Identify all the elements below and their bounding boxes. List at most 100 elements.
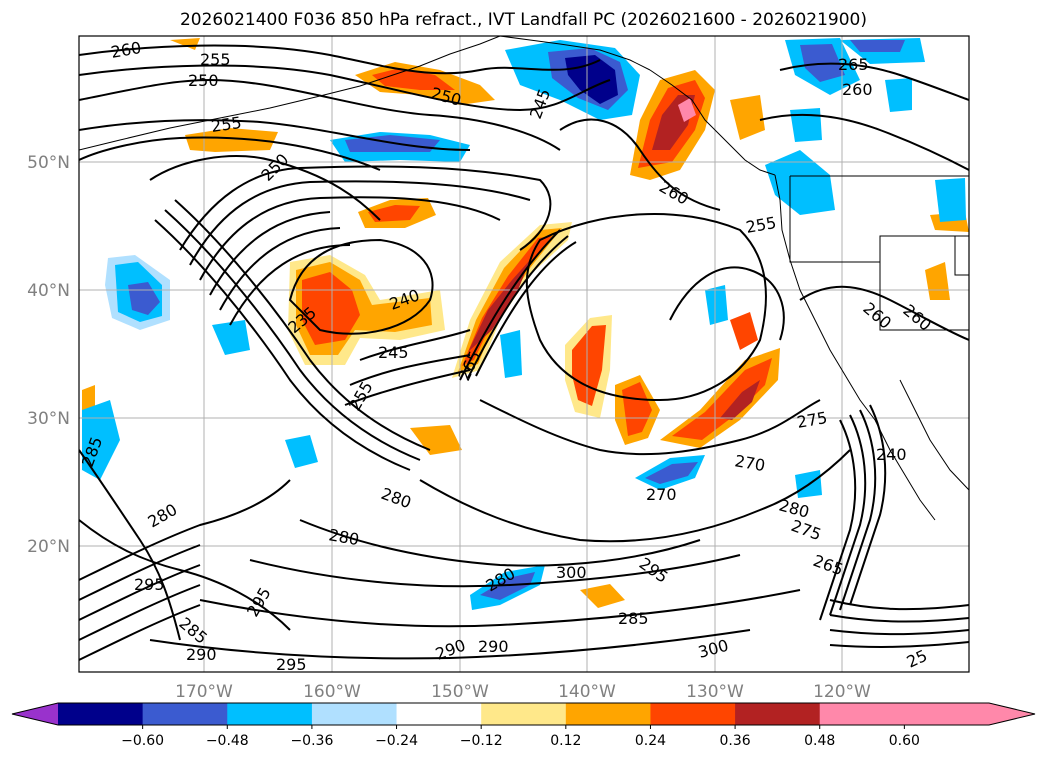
contour-line (467, 235, 569, 379)
positive-east-2-inner (622, 382, 652, 436)
lat-label-20n: 20°N (27, 537, 70, 557)
contour-line (79, 479, 291, 581)
border-state-3 (954, 236, 969, 276)
colorbar-segment (481, 703, 567, 725)
lon-label-170w: 170°W (175, 682, 233, 702)
coastline-alaska-south (499, 36, 651, 71)
lon-label-130w: 130°W (686, 682, 744, 702)
colorbar-segment (311, 703, 398, 725)
contour-line (79, 44, 601, 75)
negative-west-3 (212, 320, 250, 355)
colorbar-tick-label: −0.60 (121, 733, 164, 749)
contour-line (179, 165, 552, 251)
negative-ne-3 (885, 78, 912, 112)
contour-line (209, 211, 331, 296)
contour-label: 255 (200, 50, 231, 69)
contour-label: 250 (188, 71, 219, 90)
contour-label: 245 (378, 343, 409, 362)
contour-line (829, 599, 969, 611)
contour-label: 300 (556, 563, 587, 582)
lat-label-30n: 30°N (27, 409, 70, 429)
coastline-bc (649, 69, 776, 176)
contour-line (79, 584, 201, 641)
positive-plume-center (468, 260, 530, 352)
positive-small-3 (185, 128, 278, 152)
contour-line (559, 118, 721, 211)
contour-label: 260 (842, 80, 873, 99)
lon-label-150w: 150°W (431, 682, 489, 702)
colorbar-tick-label: −0.36 (290, 733, 333, 749)
contour-line (669, 266, 785, 341)
contour-line (164, 209, 421, 461)
contour-line (199, 589, 801, 628)
lon-label-120w: 120°W (813, 682, 871, 702)
coastline-aleutians (79, 36, 501, 151)
negative-west-2 (82, 400, 120, 480)
contour-line (79, 604, 201, 661)
contour-line (344, 369, 471, 406)
positive-east-1-inner (572, 325, 606, 406)
colorbar-segment (396, 703, 482, 725)
colorbar-tick-label: −0.12 (460, 733, 503, 749)
contour-line (79, 136, 381, 171)
contour-line (79, 564, 201, 621)
coastline-mexico (899, 379, 969, 491)
contour-line (475, 241, 577, 377)
contour-line (79, 119, 471, 151)
colorbar-extend-min (12, 703, 58, 725)
contour-label: 265 (838, 55, 869, 74)
colorbar-tick-label: 0.48 (804, 733, 835, 749)
positive-east-3-core (720, 380, 760, 420)
colorbar-segment (735, 703, 821, 725)
positive-gulf-alaska-inner (372, 68, 455, 90)
contour-line (829, 614, 969, 623)
contour-line (819, 419, 857, 621)
coastline-baja (874, 419, 936, 521)
contour-line (829, 414, 867, 616)
contour-line (299, 519, 701, 567)
contour-line (419, 449, 851, 543)
contour-line (79, 544, 201, 601)
colorbar-segment (142, 703, 228, 725)
contour-line (349, 354, 471, 386)
colorbar-segment (819, 703, 905, 725)
border-state-2 (879, 262, 969, 331)
contour-labels: 260 255 250 255 250 250 245 265 260 260 … (78, 38, 935, 674)
contour-line (149, 155, 381, 221)
positive-small-8 (82, 385, 95, 412)
negative-west-4 (285, 435, 318, 468)
negative-ne-2-core (850, 40, 905, 52)
contour-line (799, 285, 969, 341)
lon-label-160w: 160°W (303, 682, 361, 702)
contour-line (79, 449, 181, 641)
positive-east-4 (730, 312, 758, 350)
contour-line (79, 64, 611, 112)
contour-line (759, 113, 969, 171)
positive-small-7 (730, 95, 765, 140)
plot-frame (78, 35, 970, 673)
negative-east-4 (500, 330, 522, 378)
coastline-us-west (774, 174, 876, 421)
contour-lines (79, 44, 969, 661)
contour-line (79, 78, 561, 151)
colorbar-segment (58, 703, 144, 725)
contour-label: 290 (186, 645, 217, 664)
colorbar-segment (904, 703, 990, 725)
positive-bc-coast-peak (678, 98, 696, 122)
contour-line (359, 329, 471, 361)
colorbar: −0.60 −0.48 −0.36 −0.24 −0.12 0.12 0.24 0.36 0.4… (11, 702, 1036, 749)
contour-label: 240 (876, 445, 907, 464)
positive-blob-north-inner (368, 205, 420, 222)
colorbar-tick-label: −0.24 (375, 733, 418, 749)
contour-label: 295 (134, 575, 165, 594)
colorbar-segment (565, 703, 651, 725)
negative-ne-5 (935, 178, 966, 222)
positive-east-3-inner (672, 358, 772, 440)
contour-line (839, 409, 877, 611)
colorbar-tick-label: −0.48 (206, 733, 249, 749)
contour-label: 270 (646, 485, 677, 504)
contour-line (288, 238, 434, 335)
contour-label: 285 (618, 609, 649, 628)
lon-label-140w: 140°W (558, 682, 616, 702)
